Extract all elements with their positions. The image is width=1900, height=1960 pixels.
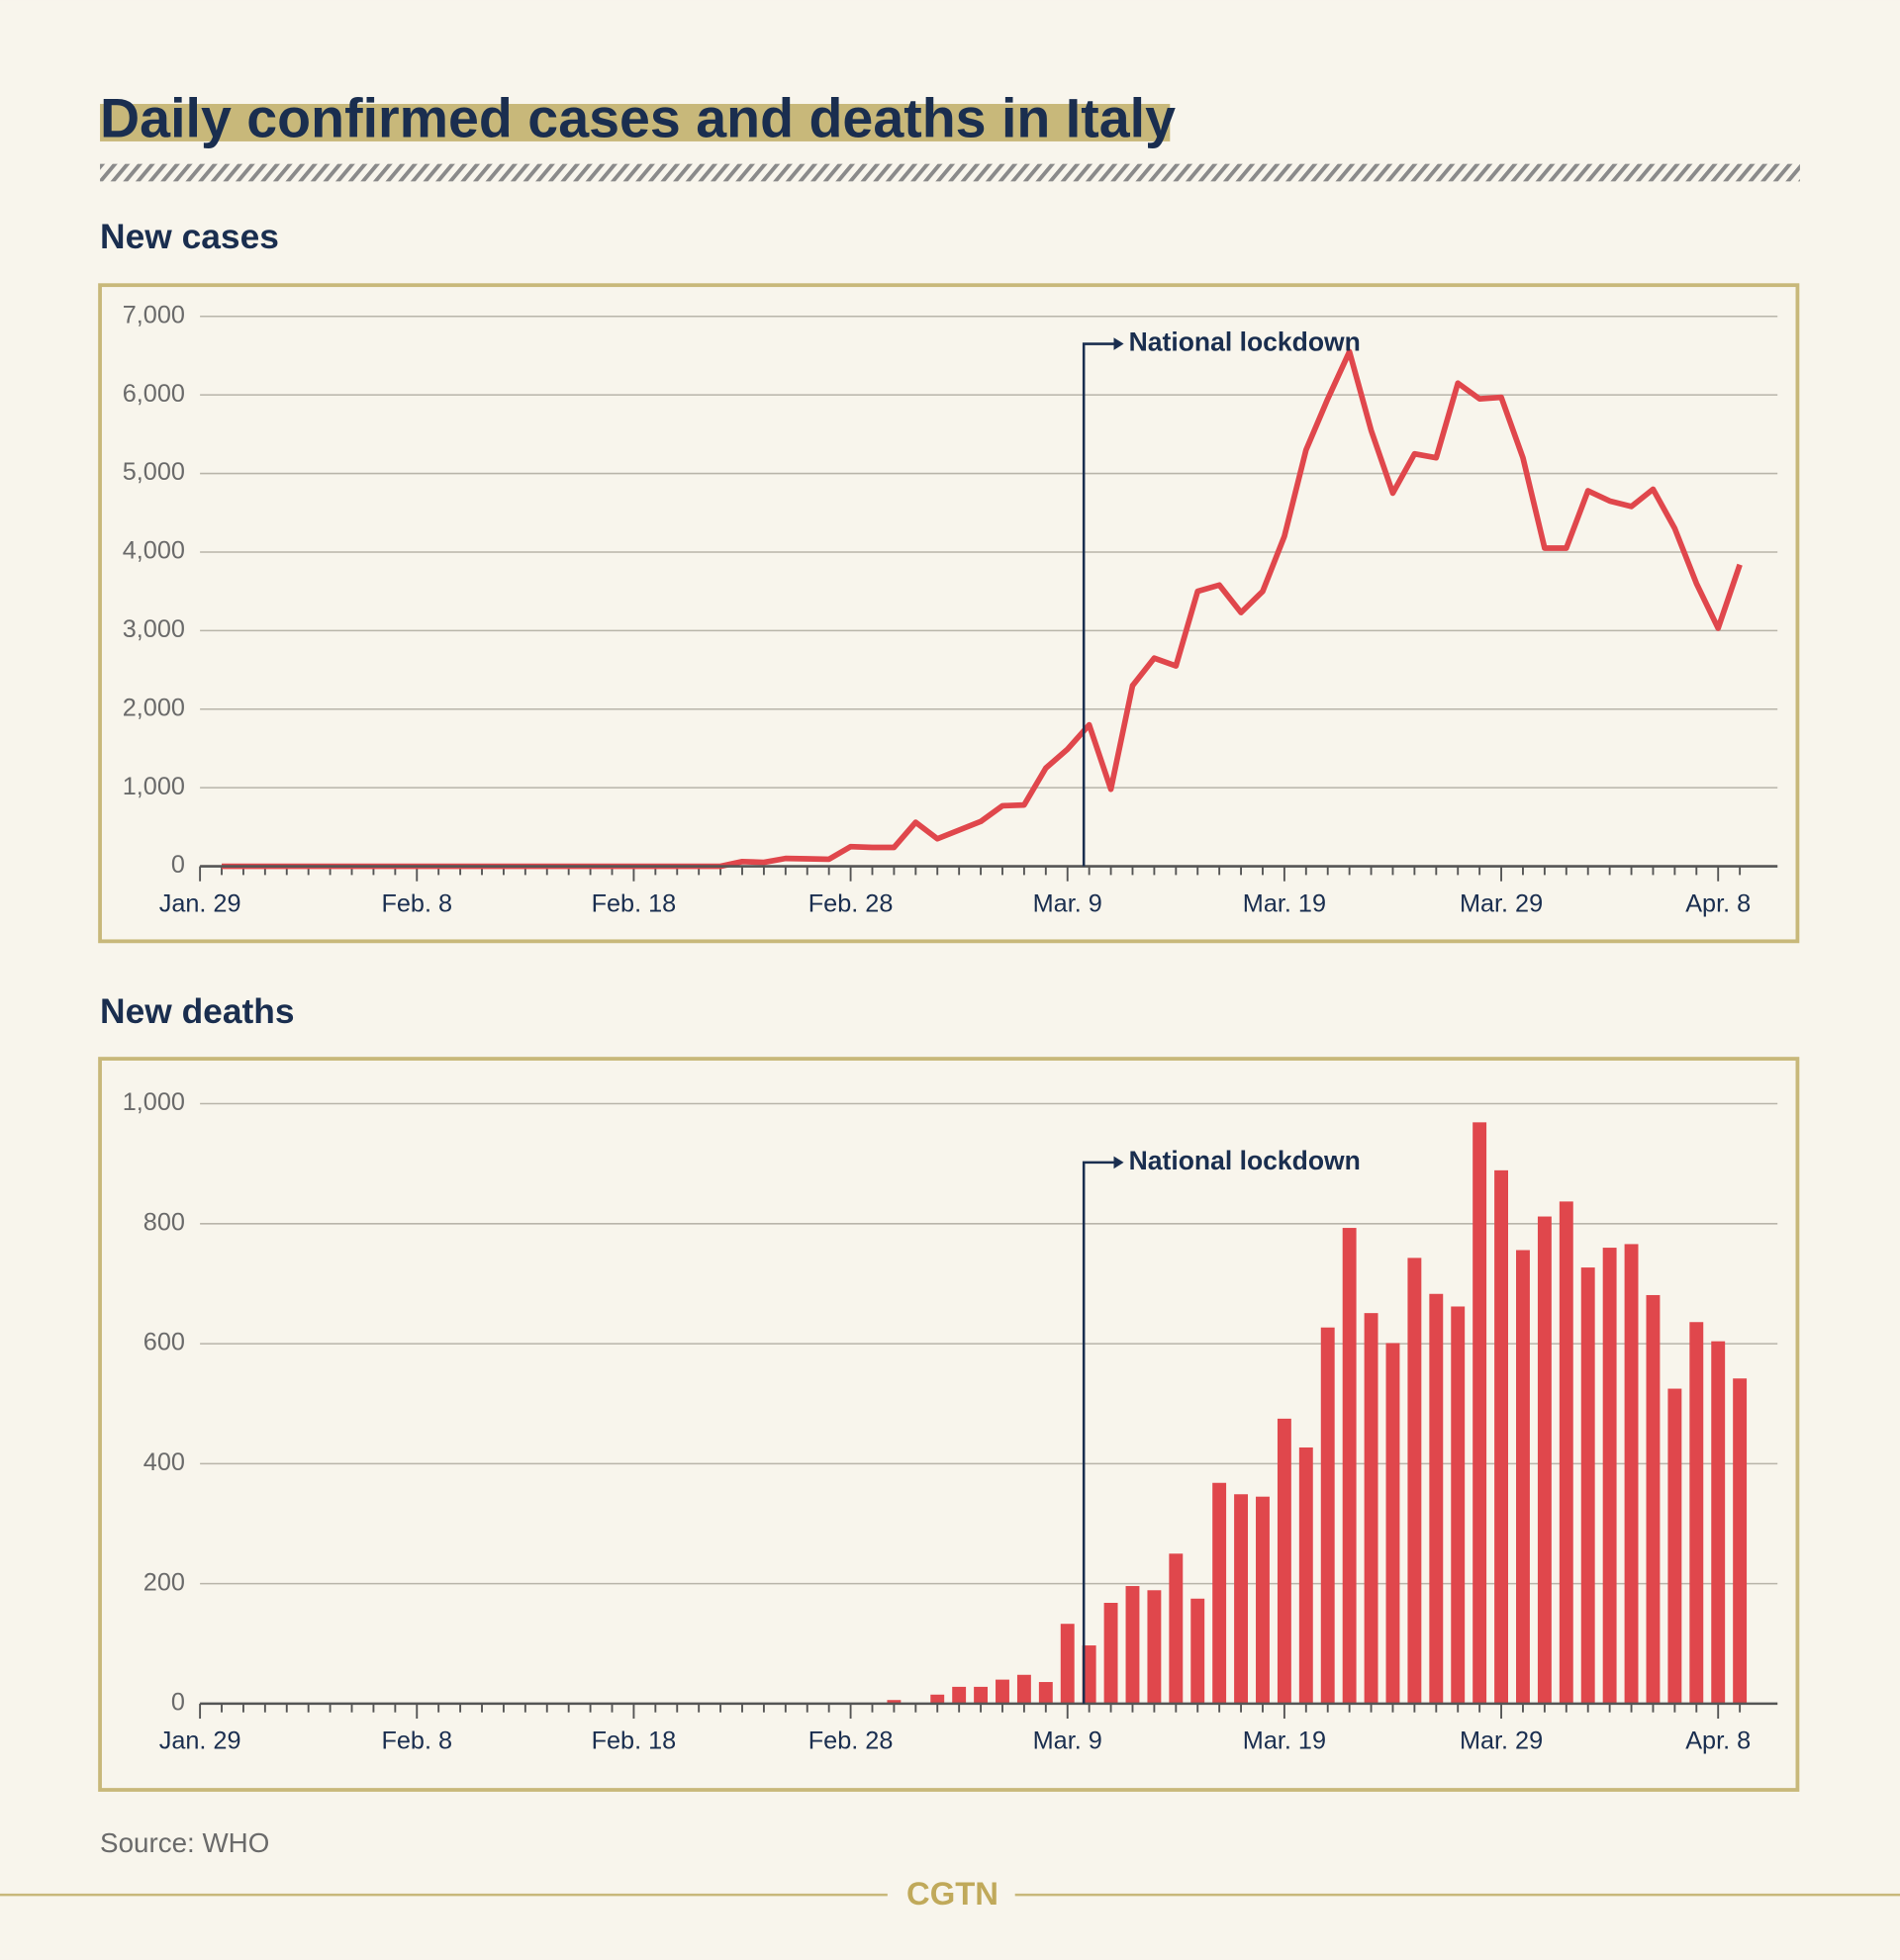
x-tick-label: Feb. 28: [808, 889, 894, 917]
x-tick-label: Mar. 29: [1460, 1727, 1543, 1755]
x-tick-label: Mar. 19: [1243, 889, 1326, 917]
bar: [1103, 1603, 1118, 1704]
bar: [1320, 1327, 1335, 1704]
bar: [1711, 1341, 1726, 1704]
annotation-arrowhead: [1113, 337, 1124, 350]
y-tick-label: 6,000: [123, 380, 185, 408]
bar: [1494, 1169, 1508, 1704]
bar: [1580, 1267, 1595, 1704]
y-tick-label: 1,000: [123, 1088, 185, 1116]
source: Source: WHO: [100, 1827, 269, 1858]
x-tick-label: Mar. 9: [1033, 889, 1102, 917]
bar: [1060, 1624, 1075, 1704]
bar: [930, 1694, 945, 1704]
bar: [1298, 1447, 1313, 1704]
x-tick-label: Jan. 29: [159, 889, 241, 917]
y-tick-label: 400: [143, 1448, 185, 1476]
bar: [1667, 1388, 1682, 1704]
y-tick-label: 800: [143, 1208, 185, 1236]
bar: [996, 1679, 1009, 1704]
annotation-arrow: [1082, 342, 1114, 867]
chart-frame: [98, 1057, 1800, 1792]
chart-frame: [98, 283, 1800, 944]
bar: [1342, 1228, 1357, 1704]
y-tick-label: 7,000: [123, 301, 185, 328]
bar: [1277, 1418, 1291, 1704]
bar: [974, 1686, 989, 1704]
bar: [1559, 1201, 1573, 1704]
bar: [1082, 1645, 1096, 1704]
chart-title: New deaths: [100, 992, 294, 1031]
bar: [1038, 1682, 1053, 1704]
bar: [1364, 1313, 1378, 1704]
x-tick-label: Mar. 19: [1243, 1727, 1326, 1755]
y-tick-label: 1,000: [123, 773, 185, 800]
x-tick-label: Feb. 8: [381, 889, 452, 917]
x-tick-label: Feb. 8: [381, 1727, 452, 1755]
bar: [1169, 1553, 1184, 1704]
bar: [1429, 1293, 1444, 1704]
bar: [887, 1700, 902, 1704]
y-tick-label: 200: [143, 1568, 185, 1596]
hatch-band: [100, 163, 1800, 182]
bar: [1451, 1306, 1466, 1704]
bar: [1190, 1598, 1205, 1704]
x-tick-label: Mar. 29: [1460, 889, 1543, 917]
y-tick-label: 0: [171, 1689, 185, 1717]
bar: [1407, 1258, 1422, 1704]
bar: [1602, 1248, 1617, 1704]
annotation: National lockdown: [1129, 327, 1361, 357]
bar: [1624, 1244, 1639, 1704]
bar: [1016, 1674, 1031, 1704]
bar: [1472, 1122, 1487, 1704]
bar: [1234, 1494, 1249, 1704]
title-highlight: [100, 104, 1171, 141]
bar: [1516, 1250, 1530, 1704]
x-tick-label: Mar. 9: [1033, 1727, 1102, 1755]
x-tick-label: Jan. 29: [159, 1727, 241, 1755]
annotation-arrow: [1082, 1161, 1114, 1704]
bar: [1147, 1590, 1162, 1704]
brand: CGTN: [906, 1875, 998, 1912]
bar: [1733, 1378, 1748, 1704]
page-title: Daily confirmed cases and deaths in Ital…: [100, 88, 1176, 149]
y-tick-label: 3,000: [123, 615, 185, 643]
bar: [1256, 1496, 1270, 1704]
y-tick-label: 4,000: [123, 537, 185, 565]
bar: [1646, 1294, 1661, 1704]
bar: [1125, 1586, 1140, 1704]
x-tick-label: Feb. 18: [592, 1727, 677, 1755]
chart-title: New cases: [100, 218, 279, 256]
bar: [1537, 1216, 1552, 1704]
annotation: National lockdown: [1129, 1146, 1361, 1175]
x-tick-label: Apr. 8: [1685, 1727, 1751, 1755]
bar: [1212, 1482, 1227, 1704]
bar: [952, 1686, 967, 1704]
x-tick-label: Feb. 18: [592, 889, 677, 917]
y-tick-label: 2,000: [123, 694, 185, 721]
y-tick-label: 600: [143, 1329, 185, 1356]
bar: [1385, 1343, 1400, 1704]
annotation-arrowhead: [1113, 1156, 1124, 1169]
y-tick-label: 5,000: [123, 458, 185, 486]
x-tick-label: Apr. 8: [1685, 889, 1751, 917]
bar: [1689, 1322, 1704, 1704]
x-tick-label: Feb. 28: [808, 1727, 894, 1755]
y-tick-label: 0: [171, 851, 185, 879]
